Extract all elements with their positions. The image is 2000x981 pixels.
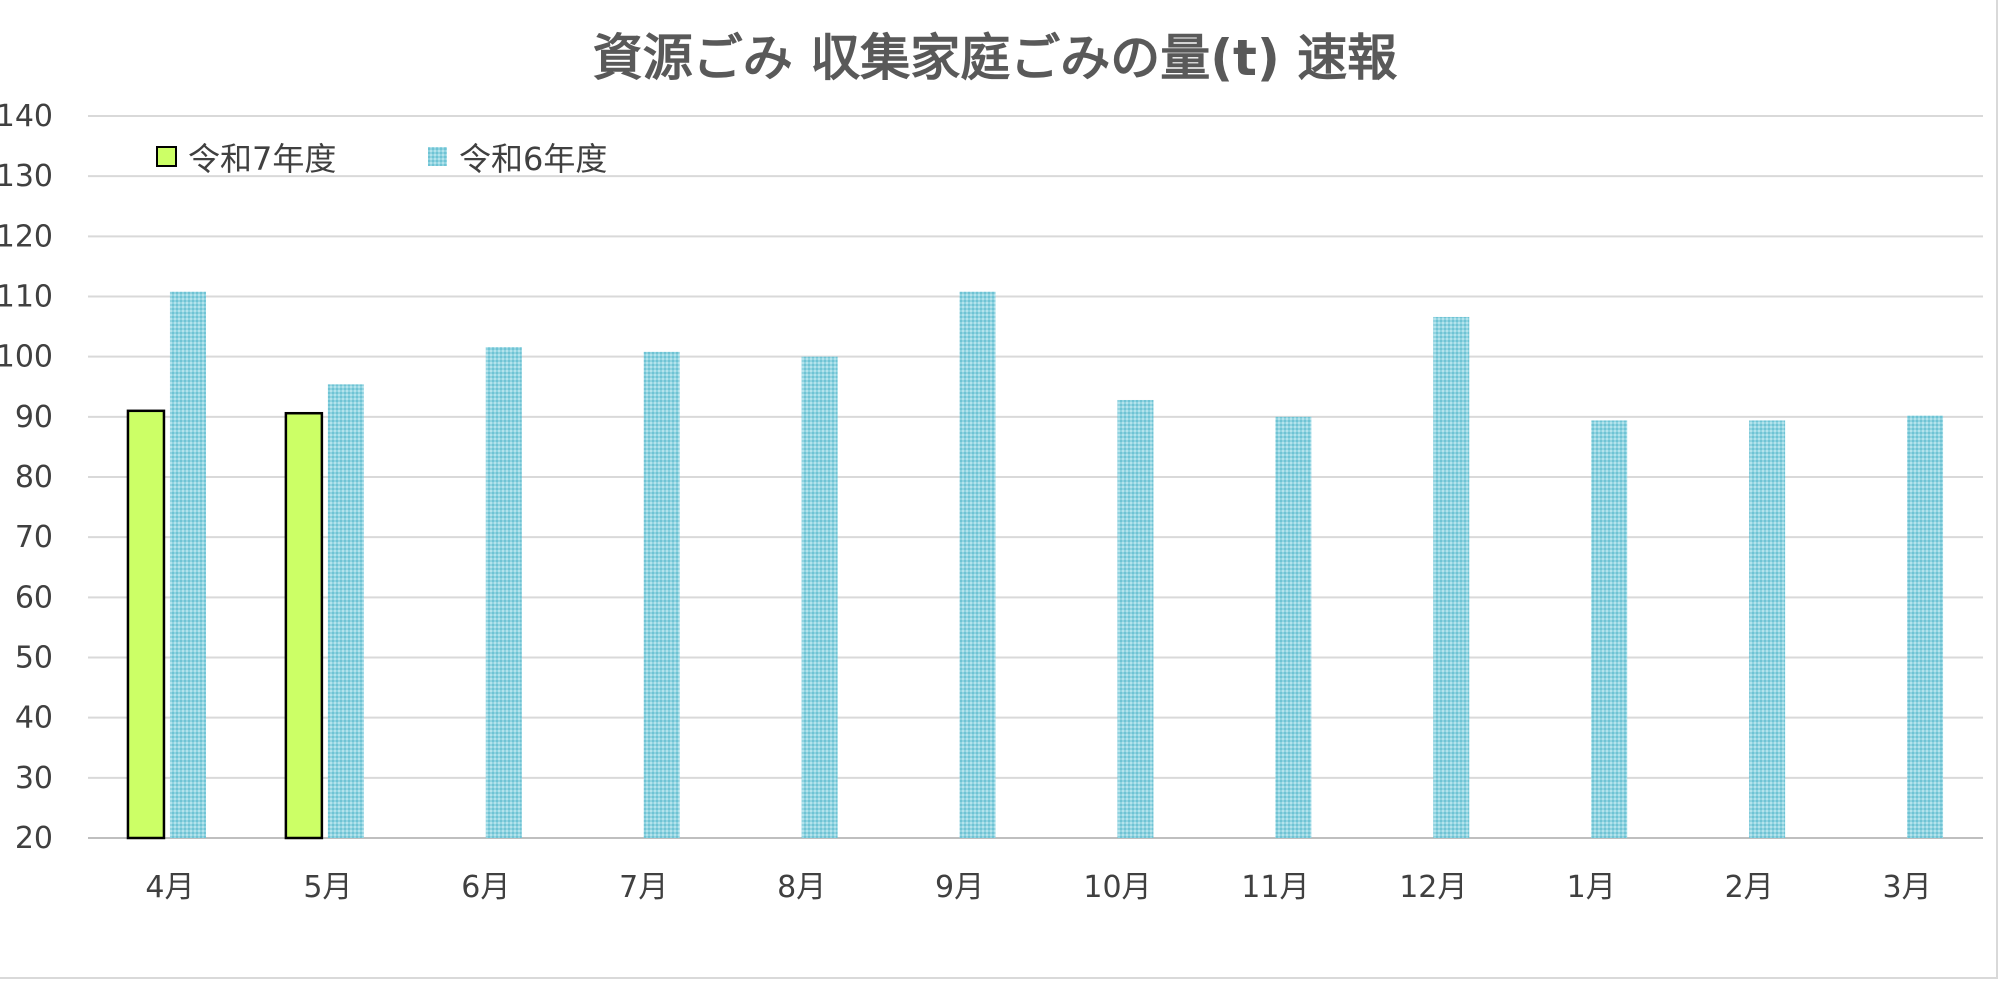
bar-series-2-6 — [959, 291, 996, 839]
legend-item-series-2: 令和6年度 — [428, 140, 607, 178]
y-tick-label: 50 — [15, 641, 53, 676]
legend: 令和7年度 令和6年度 — [156, 140, 607, 178]
bar-series-2-5 — [801, 356, 838, 838]
x-tick-label: 8月 — [777, 870, 826, 905]
bar-series-2-3 — [485, 347, 522, 838]
y-tick-label: 140 — [0, 99, 53, 134]
x-tick-label: 5月 — [303, 870, 352, 905]
bar-series-2-11 — [1749, 420, 1786, 838]
x-tick-label: 2月 — [1725, 870, 1774, 905]
bar-series-2-7 — [1117, 399, 1154, 838]
legend-label-series-1: 令和7年度 — [188, 140, 336, 178]
y-tick-label: 90 — [15, 400, 53, 435]
bar-series-2-1 — [169, 291, 206, 839]
x-tick-label: 1月 — [1567, 870, 1616, 905]
y-tick-label: 60 — [15, 580, 53, 615]
legend-label-series-2: 令和6年度 — [459, 140, 607, 178]
bar-series-2-12 — [1907, 415, 1944, 838]
x-tick-label: 6月 — [461, 870, 510, 905]
x-tick-label: 3月 — [1882, 870, 1931, 905]
x-tick-label: 11月 — [1241, 870, 1309, 905]
y-tick-label: 120 — [0, 219, 53, 254]
y-tick-label: 110 — [0, 280, 53, 315]
bars — [126, 291, 1944, 840]
x-tick-label: 7月 — [619, 870, 668, 905]
bar-series-2-4 — [643, 351, 680, 838]
bar-series-2-2 — [327, 384, 364, 838]
legend-swatch-series-2 — [428, 147, 447, 166]
y-tick-label: 30 — [15, 761, 53, 796]
bar-series-1-1 — [126, 409, 166, 840]
grid-lines — [88, 115, 1983, 839]
chart-title: 資源ごみ 収集家庭ごみの量(t) 速報 — [593, 29, 1397, 87]
legend-swatch-series-1 — [156, 146, 177, 167]
y-tick-label: 80 — [15, 460, 53, 495]
bar-series-2-10 — [1591, 420, 1628, 838]
x-tick-label: 10月 — [1083, 870, 1151, 905]
bar-series-1-2 — [284, 411, 324, 840]
bar-series-2-8 — [1275, 416, 1312, 838]
x-tick-label: 4月 — [145, 870, 194, 905]
x-tick-label: 12月 — [1399, 870, 1467, 905]
y-tick-label: 70 — [15, 520, 53, 555]
y-axis-ticks: 20 30 40 50 60 70 80 90 100 110 120 130 140 — [0, 99, 53, 856]
bar-series-2-9 — [1433, 316, 1470, 838]
legend-item-series-1: 令和7年度 — [156, 140, 336, 178]
y-tick-label: 100 — [0, 340, 53, 375]
x-axis-ticks: 4月 5月 6月 7月 8月 9月 10月 11月 12月 1月 2月 3月 — [145, 870, 1931, 905]
y-tick-label: 130 — [0, 159, 53, 194]
y-tick-label: 20 — [15, 821, 53, 856]
x-tick-label: 9月 — [935, 870, 984, 905]
y-tick-label: 40 — [15, 701, 53, 736]
